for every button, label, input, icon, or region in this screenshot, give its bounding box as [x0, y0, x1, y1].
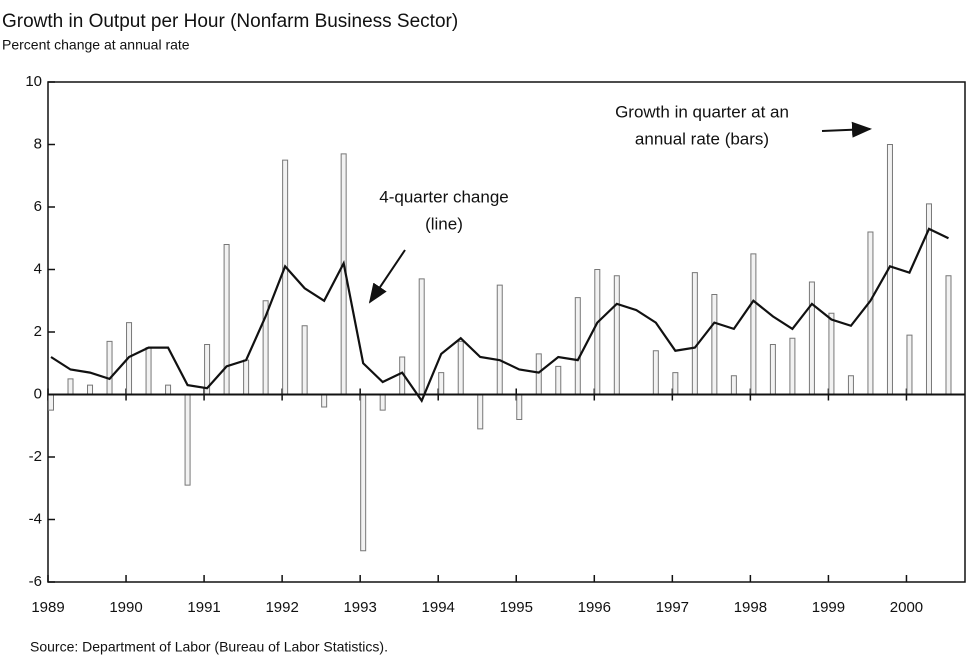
bar	[555, 365, 562, 395]
bar	[535, 353, 542, 395]
chart-title: Growth in Output per Hour (Nonfarm Busin…	[2, 11, 458, 32]
y-tick-label: 0	[34, 385, 42, 402]
bar	[496, 284, 503, 395]
y-tick-label: -6	[29, 573, 42, 590]
bar	[418, 278, 425, 395]
x-tick-label: 1994	[422, 599, 455, 616]
bar	[360, 394, 367, 552]
x-tick-label: 1999	[812, 599, 845, 616]
bar	[438, 372, 445, 395]
y-tick-label: 4	[34, 260, 42, 277]
arrow	[368, 249, 406, 304]
x-tick-label: 1997	[656, 599, 689, 616]
bar	[906, 334, 913, 395]
bar	[828, 312, 835, 395]
bar	[301, 325, 308, 395]
bar	[574, 297, 581, 395]
bar	[847, 375, 854, 395]
y-tick-label: 8	[34, 135, 42, 152]
annotation: Growth in quarter at an	[615, 102, 789, 121]
bar	[87, 384, 94, 395]
x-tick-label: 2000	[890, 599, 923, 616]
bar	[48, 394, 54, 411]
x-tick-label: 1989	[31, 599, 64, 616]
bar	[321, 394, 328, 408]
bar	[477, 394, 484, 430]
bar	[789, 337, 796, 395]
bar	[672, 372, 679, 395]
y-tick-label: -2	[29, 448, 42, 465]
x-tick-label: 1992	[265, 599, 298, 616]
bar	[867, 231, 874, 395]
bar	[243, 359, 250, 395]
y-tick-label: -4	[29, 510, 42, 527]
line	[50, 227, 949, 404]
x-tick-label: 1991	[187, 599, 220, 616]
bar	[594, 269, 601, 395]
bar	[106, 340, 113, 395]
annotation: (line)	[425, 214, 463, 233]
bar	[711, 294, 718, 395]
bar	[67, 378, 74, 395]
bar	[184, 394, 191, 486]
x-tick-label: 1993	[343, 599, 376, 616]
bar	[165, 384, 172, 395]
bar	[750, 253, 757, 395]
x-tick-label: 1998	[734, 599, 767, 616]
plot-frame	[47, 81, 966, 583]
y-tick-label: 2	[34, 323, 42, 340]
source-note: Source: Department of Labor (Bureau of L…	[30, 639, 388, 655]
bar	[945, 275, 952, 395]
bar	[769, 344, 776, 395]
annotation: 4-quarter change	[379, 187, 508, 206]
bar	[223, 244, 230, 395]
bar	[516, 394, 523, 420]
annotation: annual rate (bars)	[635, 129, 769, 148]
chart-subtitle: Percent change at annual rate	[2, 37, 190, 53]
x-tick-label: 1995	[500, 599, 533, 616]
bar	[730, 375, 737, 395]
bar	[613, 275, 620, 395]
y-tick-label: 6	[34, 198, 42, 215]
x-tick-label: 1996	[578, 599, 611, 616]
arrow	[821, 121, 872, 138]
bar	[652, 350, 659, 395]
x-tick-label: 1990	[109, 599, 142, 616]
bar	[145, 347, 152, 395]
bar	[282, 159, 289, 395]
y-tick-label: 10	[25, 73, 42, 90]
bar	[808, 281, 815, 395]
bar	[379, 394, 386, 411]
bar	[691, 272, 698, 395]
bar	[457, 340, 464, 395]
